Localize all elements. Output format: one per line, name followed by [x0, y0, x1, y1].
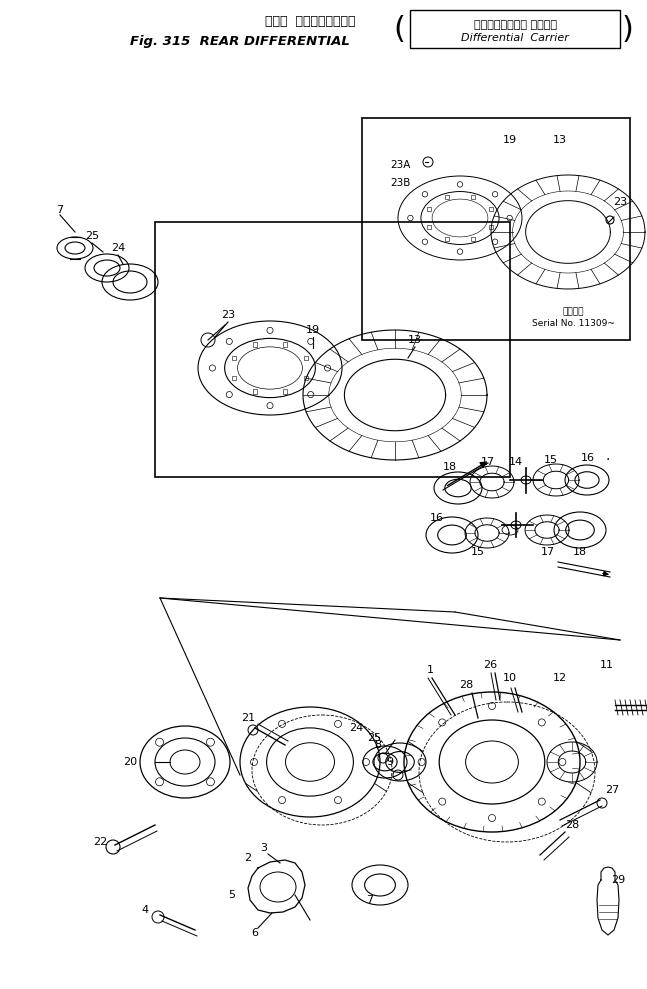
Bar: [427, 225, 431, 228]
Text: 23A: 23A: [390, 160, 410, 170]
Text: 7: 7: [366, 895, 373, 905]
Bar: [155, 222, 510, 477]
Text: 4: 4: [142, 905, 149, 915]
Text: 20: 20: [123, 757, 137, 767]
Text: 17: 17: [541, 547, 555, 557]
Bar: [471, 237, 475, 241]
Text: 27: 27: [605, 785, 619, 795]
Text: 19: 19: [306, 325, 320, 335]
Text: 適用号番: 適用号番: [562, 308, 584, 316]
Bar: [304, 356, 308, 360]
Text: (: (: [393, 15, 405, 44]
Text: 16: 16: [581, 453, 595, 463]
Text: 8: 8: [375, 740, 382, 750]
Text: 29: 29: [611, 875, 625, 885]
Text: 6: 6: [252, 928, 259, 938]
Text: 25: 25: [367, 733, 381, 743]
Text: Differential  Carrier: Differential Carrier: [461, 33, 569, 43]
Bar: [410, 10, 620, 48]
Text: 5: 5: [228, 890, 236, 900]
Bar: [283, 390, 287, 394]
Text: リヤー  デファレンシャル: リヤー デファレンシャル: [265, 15, 355, 28]
Text: デファレンシャル キャリア: デファレンシャル キャリア: [474, 20, 556, 30]
Text: 28: 28: [565, 820, 579, 830]
Text: 16: 16: [430, 513, 444, 523]
Text: 23: 23: [221, 310, 235, 320]
Text: 21: 21: [241, 713, 255, 723]
Text: 2: 2: [245, 853, 252, 863]
Text: Fig. 315  REAR DIFFERENTIAL: Fig. 315 REAR DIFFERENTIAL: [130, 35, 350, 48]
Text: Serial No. 11309~: Serial No. 11309~: [532, 319, 615, 328]
Text: ): ): [622, 15, 634, 44]
Text: 26: 26: [483, 660, 497, 670]
Bar: [253, 342, 258, 347]
Text: .: .: [606, 449, 610, 463]
Text: 28: 28: [459, 680, 473, 690]
Bar: [427, 208, 431, 212]
Text: 3: 3: [261, 843, 267, 853]
Text: 23: 23: [613, 197, 627, 207]
Bar: [445, 195, 449, 199]
Text: 24: 24: [111, 243, 125, 253]
Text: 18: 18: [443, 462, 457, 472]
Text: 23B: 23B: [390, 178, 410, 188]
Text: 17: 17: [481, 457, 495, 467]
Bar: [362, 118, 630, 340]
Text: 15: 15: [471, 547, 485, 557]
Bar: [232, 356, 236, 360]
Bar: [489, 225, 493, 228]
Bar: [489, 208, 493, 212]
Text: 12: 12: [553, 673, 567, 683]
Text: 18: 18: [573, 547, 587, 557]
Text: 9: 9: [386, 757, 393, 767]
Bar: [253, 390, 258, 394]
Text: 19: 19: [503, 135, 517, 145]
Text: 14: 14: [509, 457, 523, 467]
Text: 22: 22: [93, 837, 107, 847]
Bar: [304, 376, 308, 380]
Text: 10: 10: [503, 673, 517, 683]
Text: 13: 13: [408, 335, 422, 345]
Text: 1: 1: [426, 665, 433, 675]
Text: 15: 15: [544, 455, 558, 465]
Bar: [471, 195, 475, 199]
Text: 25: 25: [85, 231, 99, 241]
Text: 13: 13: [553, 135, 567, 145]
Bar: [445, 237, 449, 241]
Text: 11: 11: [600, 660, 614, 670]
Bar: [232, 376, 236, 380]
Text: 24: 24: [349, 723, 363, 733]
Bar: [283, 342, 287, 347]
Text: 7: 7: [56, 205, 63, 215]
